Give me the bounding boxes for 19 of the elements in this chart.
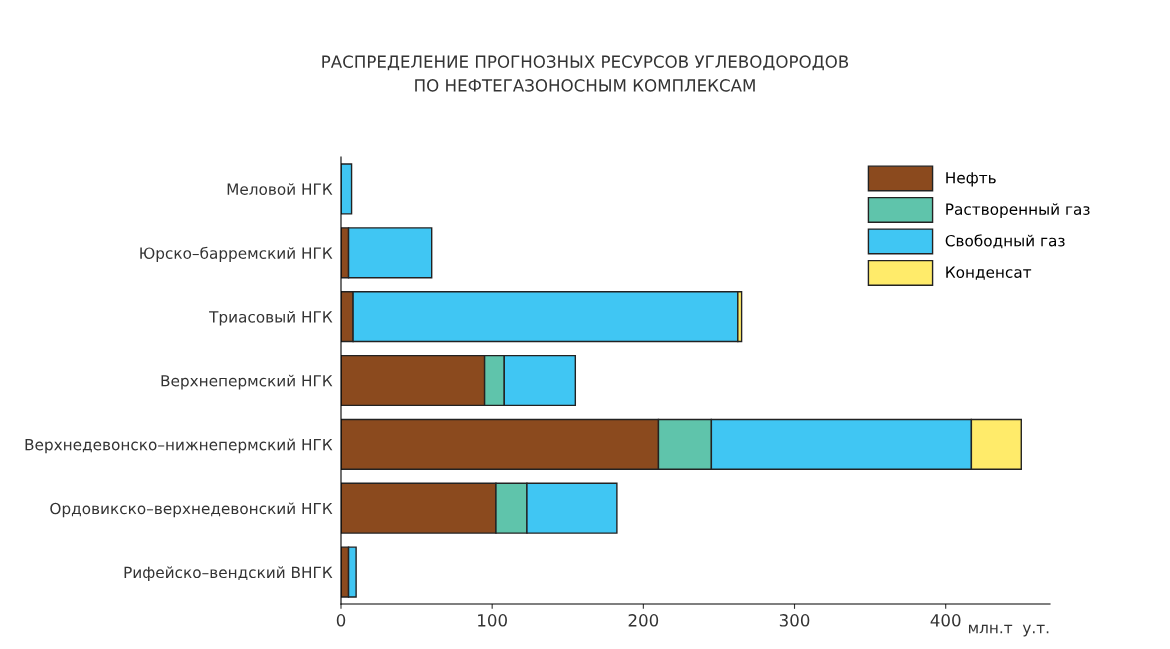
bar [341,163,353,215]
y-tick-label: Ордовикско–верхнедевонский НГК [50,502,333,518]
x-axis-title: млн.т у.т. [968,624,1049,637]
y-tick-label: Меловой НГК [227,183,333,195]
y-tick-label: Триасовый НГК [209,310,333,326]
legend-label: Растворенный газ [946,203,1090,218]
legend-label: Нефть [946,172,996,187]
y-tick-label: Рифейско–вендский ВНГК [124,566,333,582]
y-tick-label: Верхнепермский НГК [161,374,333,390]
x-tick-label: 100 [478,614,507,627]
y-tick-label: Верхнедевонско–нижнепермский НГК [25,438,333,454]
legend-label: Конденсат [946,266,1032,280]
x-tick-label: 0 [336,614,346,627]
legend-label: Свободный газ [945,234,1065,249]
x-tick-label: 200 [628,614,659,627]
chart-title: РАСПРЕДЕЛЕНИЕ ПРОГНОЗНЫХ РЕСУРСОВ УГЛЕВОДОРОДОВ ПО НЕФТЕГАЗОНОСНЫМ КОМПЛЕКСАМ [322,55,849,92]
x-tick-label: 400 [930,614,961,627]
y-tick-label: Юрско–барремский НГК [140,246,333,262]
x-tick-label: 300 [779,614,810,627]
